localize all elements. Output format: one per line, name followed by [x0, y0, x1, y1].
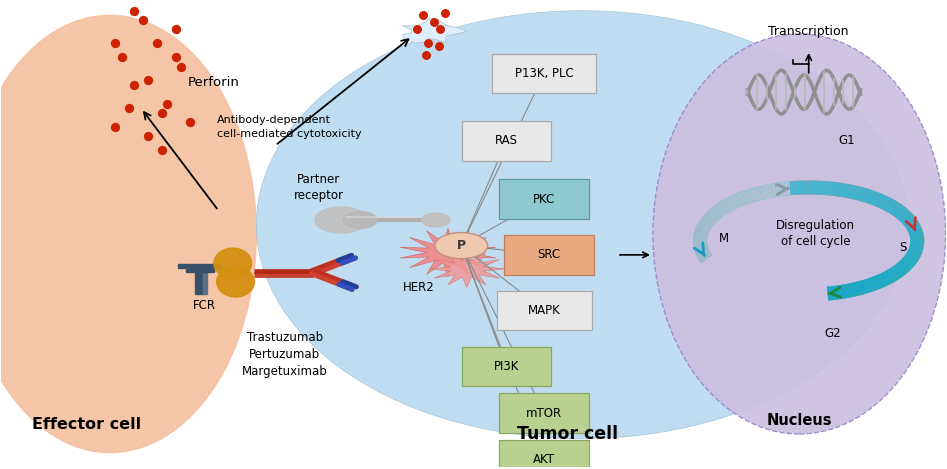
Text: Tumor cell: Tumor cell [517, 425, 618, 443]
Text: P: P [456, 239, 466, 252]
Text: Disregulation
of cell cycle: Disregulation of cell cycle [776, 219, 855, 249]
Text: Antibody-dependent
cell-mediated cytotoxicity: Antibody-dependent cell-mediated cytotox… [217, 115, 362, 138]
Text: G2: G2 [824, 327, 841, 340]
Text: S: S [900, 242, 907, 254]
Text: AKT: AKT [533, 453, 555, 466]
Text: Effector cell: Effector cell [32, 417, 141, 432]
Text: M: M [719, 232, 729, 245]
FancyBboxPatch shape [492, 54, 597, 93]
FancyBboxPatch shape [499, 440, 589, 469]
Text: Trastuzumab
Pertuzumab
Margetuximab: Trastuzumab Pertuzumab Margetuximab [241, 332, 328, 378]
Text: Partner
receptor: Partner receptor [294, 173, 344, 202]
Point [169, 25, 184, 33]
Ellipse shape [652, 34, 946, 434]
Point [140, 133, 155, 140]
Point [431, 42, 446, 49]
FancyBboxPatch shape [499, 393, 589, 433]
Bar [195, 266, 205, 295]
Point [426, 19, 441, 26]
Point [415, 12, 430, 19]
Circle shape [421, 213, 450, 227]
FancyBboxPatch shape [504, 235, 594, 275]
Polygon shape [401, 228, 496, 277]
Point [420, 39, 436, 47]
Text: Transcription: Transcription [768, 25, 849, 38]
Ellipse shape [0, 15, 257, 453]
Text: Perforin: Perforin [188, 76, 240, 89]
FancyBboxPatch shape [462, 347, 551, 386]
Point [432, 25, 447, 33]
Point [438, 9, 453, 17]
Point [154, 146, 170, 154]
Point [121, 105, 136, 112]
Polygon shape [429, 250, 505, 287]
Circle shape [314, 207, 367, 233]
Point [126, 81, 141, 89]
Point [135, 16, 151, 24]
Ellipse shape [217, 267, 255, 297]
Text: PKC: PKC [533, 193, 556, 205]
Text: SRC: SRC [538, 249, 561, 261]
FancyBboxPatch shape [497, 291, 592, 331]
Point [431, 42, 446, 49]
Text: PI3K: PI3K [493, 360, 519, 373]
Text: Nucleus: Nucleus [766, 413, 832, 428]
Point [409, 25, 424, 33]
Point [107, 123, 122, 131]
Text: HER2: HER2 [402, 281, 435, 294]
FancyBboxPatch shape [499, 179, 589, 219]
Text: mTOR: mTOR [527, 407, 563, 420]
Bar [186, 269, 214, 272]
Circle shape [435, 233, 488, 258]
Point [183, 119, 198, 126]
Bar [203, 266, 207, 295]
Point [173, 63, 188, 70]
Point [426, 19, 441, 26]
Text: MAPK: MAPK [527, 304, 561, 317]
Point [409, 25, 424, 33]
Point [150, 39, 165, 47]
Text: FCR: FCR [193, 299, 216, 312]
Point [169, 53, 184, 61]
Point [438, 9, 453, 17]
Circle shape [343, 212, 377, 228]
Point [154, 109, 170, 117]
Point [415, 12, 430, 19]
Point [126, 7, 141, 15]
Point [140, 77, 155, 84]
Point [419, 51, 434, 59]
Polygon shape [402, 18, 467, 43]
FancyBboxPatch shape [462, 121, 551, 161]
Point [115, 53, 130, 61]
Point [432, 25, 447, 33]
Ellipse shape [257, 11, 908, 439]
Bar [178, 264, 222, 268]
Point [159, 100, 174, 107]
Text: RAS: RAS [495, 135, 518, 147]
Text: G1: G1 [838, 135, 855, 147]
Text: P13K, PLC: P13K, PLC [515, 67, 574, 80]
Point [419, 51, 434, 59]
Point [107, 39, 122, 47]
Point [420, 39, 436, 47]
Ellipse shape [214, 248, 252, 279]
